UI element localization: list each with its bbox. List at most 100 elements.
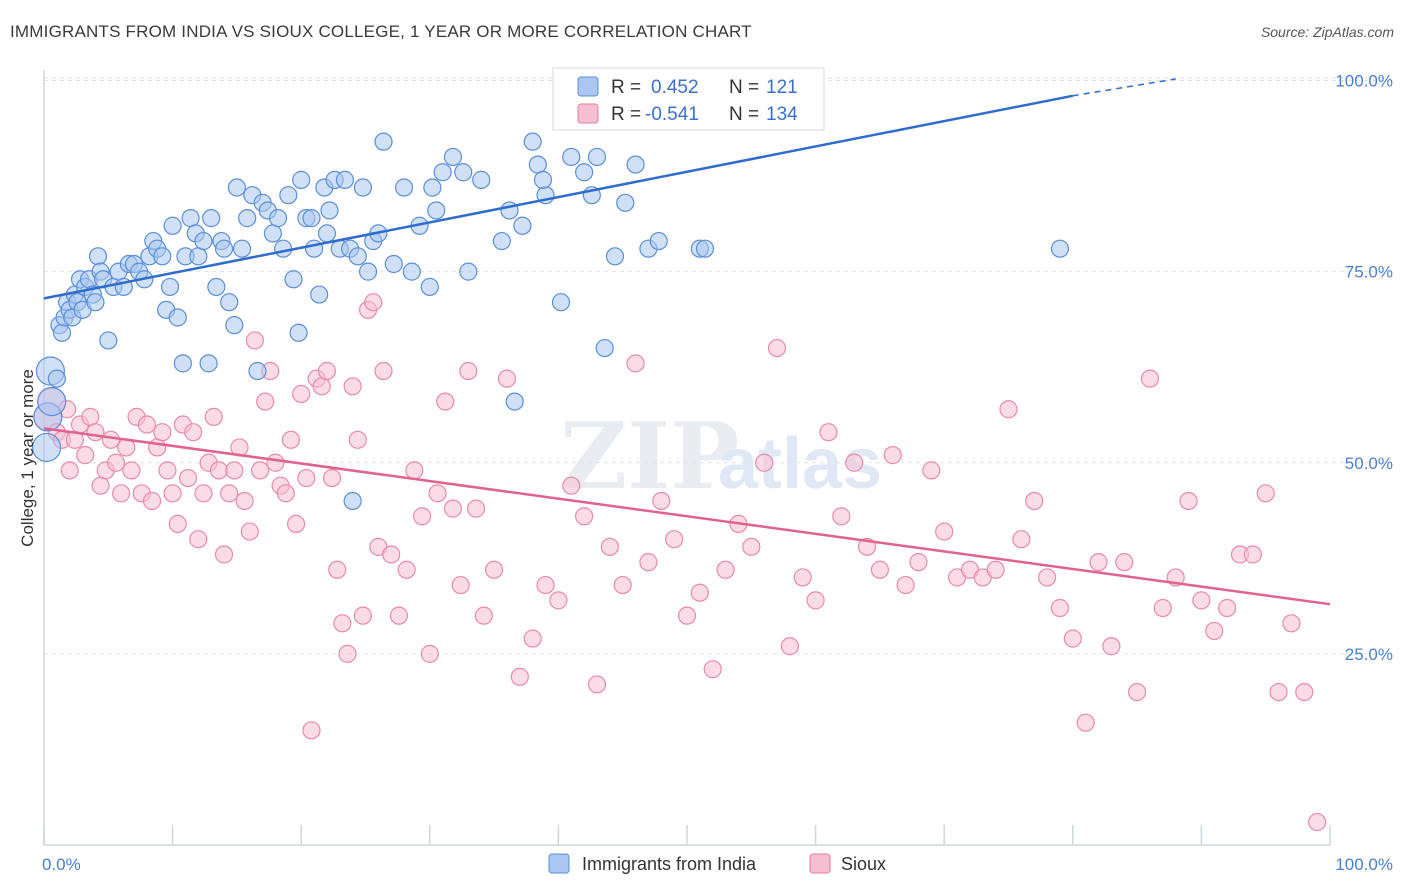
india-point-96 bbox=[513, 216, 532, 235]
sioux-point-101 bbox=[755, 453, 774, 472]
sioux-point-93 bbox=[652, 491, 671, 511]
sioux-point-37 bbox=[225, 461, 244, 480]
sioux-point-142 bbox=[1282, 614, 1301, 633]
series-legend-label-india: Immigrants from India bbox=[582, 854, 757, 874]
legend-swatch-india bbox=[577, 76, 599, 97]
india-point-86 bbox=[420, 277, 439, 297]
x-tick-label-0: 0.0% bbox=[42, 855, 81, 874]
india-point-46 bbox=[207, 277, 226, 297]
sioux-point-87 bbox=[575, 507, 594, 526]
sioux-point-17 bbox=[122, 461, 141, 480]
india-point-37 bbox=[168, 308, 187, 327]
sioux-point-68 bbox=[389, 606, 409, 625]
sioux-point-78 bbox=[466, 499, 486, 518]
india-point-83 bbox=[394, 178, 414, 197]
india-point-38 bbox=[173, 354, 192, 373]
sioux-point-140 bbox=[1256, 484, 1275, 503]
sioux-point-137 bbox=[1218, 598, 1237, 618]
series-legend-swatch-sioux bbox=[809, 853, 831, 874]
sioux-point-89 bbox=[600, 537, 619, 556]
india-point-18 bbox=[86, 293, 105, 312]
legend-n-label-india: N = bbox=[729, 77, 759, 98]
india-point-52 bbox=[232, 239, 252, 258]
india-point-114 bbox=[533, 170, 553, 189]
sioux-point-143 bbox=[1295, 682, 1314, 702]
sioux-point-5 bbox=[60, 461, 79, 480]
sioux-point-88 bbox=[587, 675, 607, 694]
sioux-point-83 bbox=[523, 629, 542, 648]
sioux-point-47 bbox=[276, 484, 295, 503]
sioux-point-122 bbox=[1025, 491, 1044, 511]
sioux-point-130 bbox=[1127, 682, 1147, 702]
sioux-point-108 bbox=[845, 453, 864, 472]
sioux-point-94 bbox=[665, 530, 684, 549]
india-point-100 bbox=[551, 293, 571, 312]
sioux-point-102 bbox=[767, 338, 787, 358]
sioux-point-103 bbox=[780, 637, 799, 656]
sioux-point-105 bbox=[806, 591, 825, 610]
sioux-point-29 bbox=[184, 423, 203, 442]
sioux-point-59 bbox=[338, 644, 357, 663]
sioux-point-119 bbox=[986, 560, 1005, 579]
india-point-68 bbox=[310, 285, 329, 304]
india-point-89 bbox=[443, 147, 463, 167]
india-point-90 bbox=[454, 163, 473, 182]
sioux-point-9 bbox=[81, 407, 100, 426]
india-point-113 bbox=[587, 147, 607, 167]
sioux-point-81 bbox=[497, 369, 517, 388]
sioux-point-100 bbox=[742, 537, 761, 556]
sioux-point-84 bbox=[536, 575, 555, 595]
sioux-point-90 bbox=[613, 575, 632, 595]
sioux-point-120 bbox=[999, 400, 1018, 419]
india-point-6 bbox=[52, 323, 72, 342]
sioux-point-43 bbox=[256, 392, 275, 411]
trend-lines bbox=[43, 78, 1331, 606]
sioux-point-121 bbox=[1012, 530, 1031, 549]
india-point-43 bbox=[194, 231, 213, 251]
india-point-75 bbox=[343, 491, 362, 511]
india-point-77 bbox=[353, 178, 373, 197]
sioux-point-107 bbox=[832, 507, 851, 526]
watermark: ZIP atlas bbox=[560, 402, 882, 510]
legend-r-value-sioux: -0.541 bbox=[645, 104, 699, 125]
sioux-point-24 bbox=[158, 461, 177, 480]
watermark-zip: ZIP bbox=[560, 402, 739, 510]
sioux-point-115 bbox=[935, 522, 954, 541]
india-point-44 bbox=[199, 354, 218, 373]
sioux-point-80 bbox=[485, 560, 504, 579]
sioux-point-33 bbox=[204, 407, 223, 426]
sioux-point-67 bbox=[382, 545, 401, 564]
series-legend: Immigrants from India Sioux bbox=[548, 853, 886, 874]
india-point-111 bbox=[695, 239, 715, 258]
india-point-42 bbox=[189, 247, 208, 266]
legend-r-label-sioux: R = bbox=[611, 104, 641, 125]
sioux-point-86 bbox=[562, 476, 581, 495]
sioux-point-22 bbox=[148, 438, 167, 457]
sioux-point-62 bbox=[353, 606, 373, 625]
india-point-35 bbox=[160, 277, 180, 297]
sioux-point-95 bbox=[677, 606, 697, 625]
sioux-point-8 bbox=[76, 446, 95, 465]
sioux-point-25 bbox=[163, 484, 182, 503]
sioux-point-144 bbox=[1308, 812, 1327, 832]
sioux-points bbox=[33, 293, 1327, 832]
sioux-point-98 bbox=[716, 560, 735, 579]
india-point-62 bbox=[284, 270, 303, 289]
india-point-22 bbox=[99, 331, 118, 350]
sioux-point-129 bbox=[1115, 553, 1134, 572]
sioux-point-54 bbox=[312, 377, 331, 396]
sioux-point-23 bbox=[153, 423, 172, 442]
sioux-point-41 bbox=[245, 331, 265, 350]
india-point-92 bbox=[472, 170, 491, 189]
india-point-116 bbox=[423, 178, 442, 197]
india-point-115 bbox=[317, 224, 337, 243]
sioux-point-85 bbox=[549, 591, 568, 610]
sioux-point-26 bbox=[168, 514, 187, 534]
india-point-48 bbox=[214, 239, 234, 258]
legend-n-label-sioux: N = bbox=[729, 104, 759, 125]
sioux-point-132 bbox=[1153, 598, 1172, 618]
sioux-point-127 bbox=[1089, 553, 1108, 572]
india-point-51 bbox=[227, 178, 246, 197]
sioux-point-35 bbox=[214, 545, 234, 564]
